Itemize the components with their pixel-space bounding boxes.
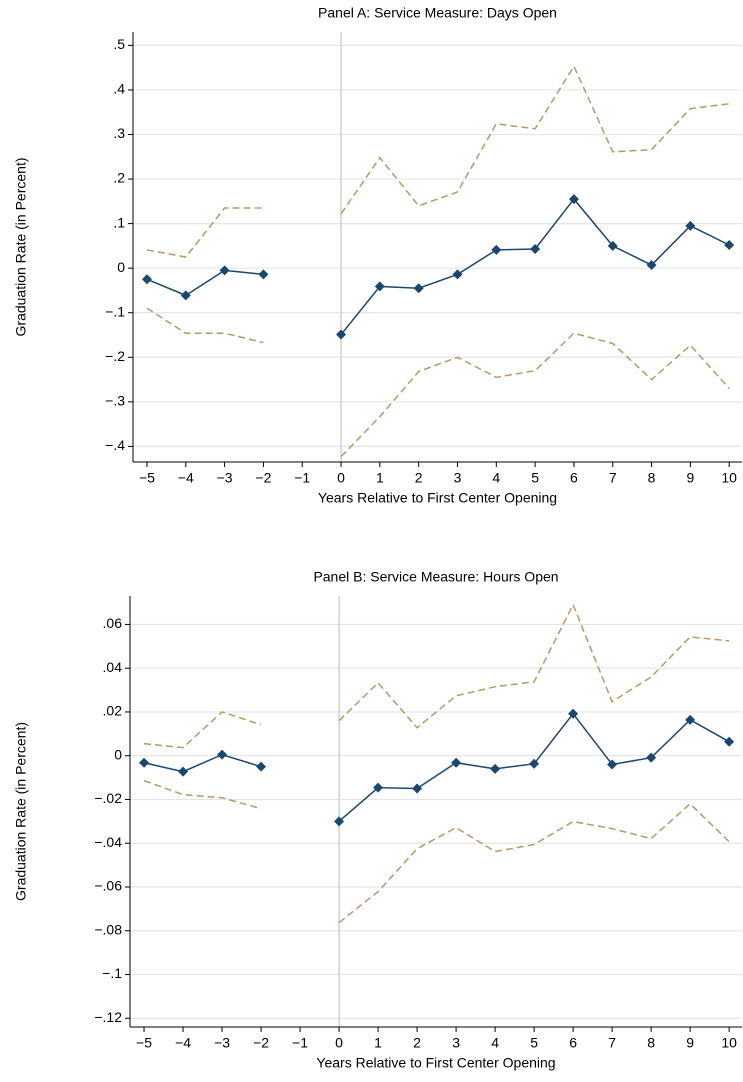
x-axis-title: Years Relative to First Center Opening bbox=[316, 1055, 555, 1071]
confidence-bound bbox=[143, 602, 730, 749]
x-tick-label: 1 bbox=[374, 1035, 382, 1051]
y-tick-label: −.06 bbox=[94, 878, 122, 894]
x-tick-label: 7 bbox=[609, 470, 617, 486]
estimate-marker bbox=[607, 240, 618, 251]
estimate-marker bbox=[568, 194, 579, 205]
y-tick-label: −.02 bbox=[94, 790, 122, 806]
y-tick-label: −.08 bbox=[94, 921, 122, 937]
x-tick-label: −5 bbox=[139, 470, 155, 486]
x-axis-title: Years Relative to First Center Opening bbox=[318, 490, 557, 506]
estimate-marker bbox=[373, 782, 384, 793]
y-tick-label: −.04 bbox=[94, 834, 122, 850]
estimate-marker bbox=[336, 329, 347, 340]
estimate-marker bbox=[219, 265, 230, 276]
estimate-marker bbox=[141, 274, 152, 285]
estimate-marker bbox=[529, 758, 540, 769]
x-tick-label: −4 bbox=[178, 470, 194, 486]
estimate-line bbox=[146, 197, 730, 336]
x-tick-label: 4 bbox=[492, 470, 500, 486]
estimate-marker bbox=[724, 239, 735, 250]
chart-title: Panel B: Service Measure: Hours Open bbox=[313, 569, 558, 585]
y-tick-label: −.1 bbox=[105, 303, 125, 319]
estimate-marker bbox=[412, 783, 423, 794]
x-tick-label: 0 bbox=[337, 470, 345, 486]
x-tick-label: −2 bbox=[253, 1035, 269, 1051]
y-tick-label: .5 bbox=[113, 36, 125, 52]
y-tick-label: .3 bbox=[113, 125, 125, 141]
estimate-marker bbox=[180, 290, 191, 301]
estimate-marker bbox=[685, 220, 696, 231]
x-tick-label: −1 bbox=[292, 1035, 308, 1051]
estimate-marker bbox=[413, 283, 424, 294]
estimate-marker bbox=[334, 816, 345, 827]
estimate-marker bbox=[646, 752, 657, 763]
x-tick-label: 2 bbox=[415, 470, 423, 486]
estimate-marker bbox=[374, 281, 385, 292]
x-tick-label: −3 bbox=[217, 470, 233, 486]
y-tick-label: −.1 bbox=[102, 965, 122, 981]
estimate-marker bbox=[256, 761, 267, 772]
estimate-marker bbox=[139, 757, 150, 768]
y-tick-label: .06 bbox=[103, 615, 123, 631]
chart-title: Panel A: Service Measure: Days Open bbox=[318, 5, 557, 21]
y-tick-label: 0 bbox=[114, 746, 122, 762]
confidence-bound bbox=[146, 64, 730, 258]
x-tick-label: 3 bbox=[454, 470, 462, 486]
x-tick-label: 9 bbox=[686, 470, 694, 486]
x-tick-label: 7 bbox=[608, 1035, 616, 1051]
y-tick-label: 0 bbox=[117, 259, 125, 275]
y-tick-label: .2 bbox=[113, 170, 125, 186]
estimate-marker bbox=[724, 736, 735, 747]
estimate-marker bbox=[451, 757, 462, 768]
y-tick-label: .4 bbox=[113, 81, 125, 97]
estimate-marker bbox=[217, 749, 228, 760]
x-tick-label: 9 bbox=[686, 1035, 694, 1051]
x-tick-label: 8 bbox=[648, 470, 656, 486]
x-tick-label: −3 bbox=[214, 1035, 230, 1051]
x-tick-label: −1 bbox=[294, 470, 310, 486]
estimate-marker bbox=[607, 759, 618, 770]
estimate-marker bbox=[490, 763, 501, 774]
x-tick-label: −5 bbox=[136, 1035, 152, 1051]
x-tick-label: 6 bbox=[569, 1035, 577, 1051]
y-tick-label: −.3 bbox=[105, 393, 125, 409]
y-tick-label: −.4 bbox=[105, 437, 125, 453]
y-axis-title: Graduation Rate (in Percent) bbox=[13, 722, 29, 901]
y-axis-title: Graduation Rate (in Percent) bbox=[13, 158, 29, 337]
x-tick-label: 1 bbox=[376, 470, 384, 486]
x-tick-label: 0 bbox=[335, 1035, 343, 1051]
y-tick-label: .02 bbox=[103, 703, 123, 719]
x-tick-label: 6 bbox=[570, 470, 578, 486]
y-tick-label: .04 bbox=[103, 659, 123, 675]
estimate-marker bbox=[646, 260, 657, 271]
y-tick-label: .1 bbox=[113, 214, 125, 230]
x-tick-label: −2 bbox=[255, 470, 271, 486]
estimate-marker bbox=[530, 244, 541, 255]
estimate-marker bbox=[491, 244, 502, 255]
x-tick-label: 3 bbox=[452, 1035, 460, 1051]
estimate-marker bbox=[452, 269, 463, 280]
x-tick-label: 5 bbox=[530, 1035, 538, 1051]
estimate-marker bbox=[258, 269, 269, 280]
x-tick-label: 5 bbox=[531, 470, 539, 486]
estimate-line bbox=[143, 712, 730, 822]
estimate-marker bbox=[568, 708, 579, 719]
x-tick-label: −4 bbox=[175, 1035, 191, 1051]
x-tick-label: 4 bbox=[491, 1035, 499, 1051]
y-tick-label: −.12 bbox=[94, 1009, 122, 1025]
x-tick-label: 2 bbox=[413, 1035, 421, 1051]
x-tick-label: 10 bbox=[721, 1035, 737, 1051]
x-tick-label: 8 bbox=[647, 1035, 655, 1051]
estimate-marker bbox=[178, 766, 189, 777]
confidence-bound bbox=[143, 779, 730, 924]
estimate-marker bbox=[685, 714, 696, 725]
confidence-bound bbox=[146, 307, 730, 458]
x-tick-label: 10 bbox=[721, 470, 737, 486]
y-tick-label: −.2 bbox=[105, 348, 125, 364]
